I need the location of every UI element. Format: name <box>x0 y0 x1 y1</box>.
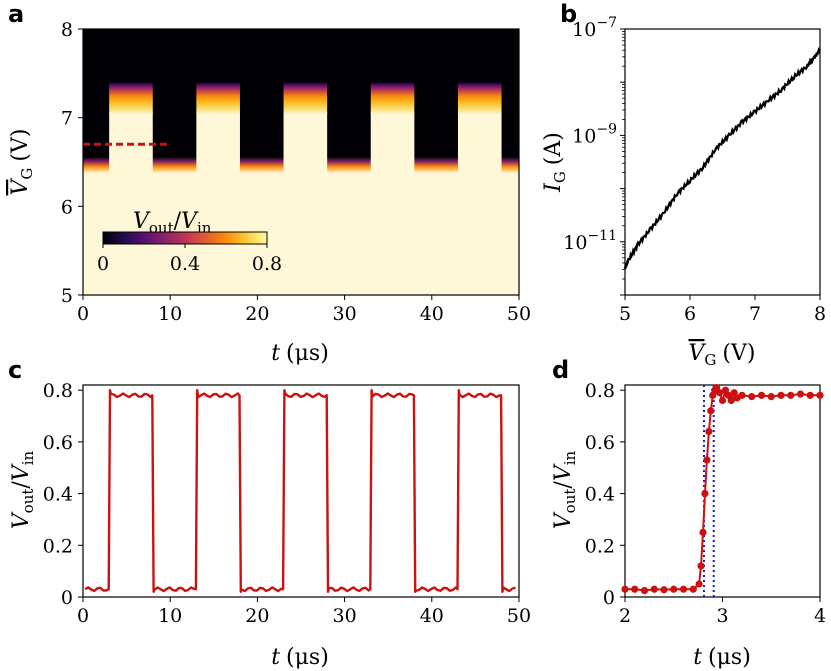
x-tick-label-c: 10 <box>158 605 182 627</box>
heatmap-pulse-3 <box>283 111 328 183</box>
y-tick-label-d: 0.4 <box>585 484 615 506</box>
y-tick-label-b: 10−9 <box>572 121 617 147</box>
x-axis-label-c: t (μs) <box>271 645 329 670</box>
heatmap-pulse-edge-2 <box>196 81 240 114</box>
x-tick-label-b: 5 <box>619 303 631 325</box>
y-tick-label-a: 6 <box>61 196 73 218</box>
x-tick-label-a: 10 <box>158 303 182 325</box>
y-tick-label-d: 0.8 <box>585 380 615 402</box>
panel-label-b: b <box>560 0 577 28</box>
x-tick-label-a: 0 <box>77 303 89 325</box>
y-axis-label-a: VG(V) <box>8 129 36 196</box>
panel-label-a: a <box>8 0 24 28</box>
heatmap-pulse-edge-3 <box>283 81 328 114</box>
gate-current-plot: 5 6 7 8 10−7 10−9 10−11 <box>563 15 826 325</box>
x-tick-label-b: 7 <box>749 303 761 325</box>
y-axis-label-d: Vout/Vin <box>551 450 579 529</box>
pulse-train-axes-frame <box>82 384 520 598</box>
heatmap-pulse-4 <box>370 111 415 183</box>
colorbar-ticks: 0 0.4 0.8 <box>97 244 282 275</box>
colorbar-tick-label: 0.8 <box>252 253 282 275</box>
gate-current-panel-b: 5 6 7 8 10−7 10−9 10−11 VG (V) IG(A) <box>541 15 826 369</box>
y-tick-label-a: 5 <box>61 285 73 307</box>
rise-edge-axes-frame <box>624 384 821 598</box>
y-tick-label-b: 10−11 <box>563 228 617 254</box>
heatmap-plot-area <box>82 28 520 296</box>
x-tick-label-c: 20 <box>245 605 269 627</box>
heatmap-ticks: 0 10 20 30 40 50 5 6 7 8 <box>61 19 531 325</box>
heatmap-pulse-edge-4 <box>370 81 415 114</box>
y-tick-label-c: 0.4 <box>43 484 73 506</box>
x-tick-label-d: 2 <box>619 605 631 627</box>
x-tick-label-c: 30 <box>333 605 357 627</box>
x-tick-label-a: 40 <box>420 303 444 325</box>
x-tick-label-d: 3 <box>716 605 728 627</box>
colorbar-gradient <box>102 231 268 245</box>
heatmap-pulse-edge-1 <box>109 81 153 114</box>
heatmap-pulse-1 <box>109 111 153 183</box>
x-tick-label-c: 0 <box>77 605 89 627</box>
y-tick-label-b: 10−7 <box>572 15 617 41</box>
x-axis-label-a: t (μs) <box>271 341 329 366</box>
x-tick-label-a: 50 <box>507 303 531 325</box>
x-tick-label-d: 4 <box>814 605 826 627</box>
x-tick-label-c: 50 <box>507 605 531 627</box>
heatmap-pulse-edge-5 <box>457 81 502 114</box>
x-tick-label-a: 20 <box>245 303 269 325</box>
x-tick-label-b: 6 <box>684 303 696 325</box>
x-axis-label-d: t (μs) <box>693 645 751 670</box>
heatmap-axes-frame <box>82 28 520 296</box>
colorbar-tick-label: 0.4 <box>170 253 200 275</box>
x-tick-label-b: 8 <box>814 303 826 325</box>
rise-edge-plot: 2 3 4 0 0.2 0.4 0.6 0.8 <box>585 380 826 627</box>
pulse-train-line <box>84 389 516 593</box>
pulse-train-plot: 0 10 20 30 40 50 0 0.2 0.4 0.6 0.8 <box>43 380 531 627</box>
y-tick-label-c: 0.6 <box>43 432 73 454</box>
panel-label-c: c <box>8 356 22 384</box>
rise-edge-panel-d: 2 3 4 0 0.2 0.4 0.6 0.8 t (μs) Vout/Vin <box>551 380 826 670</box>
y-tick-label-d: 0 <box>603 587 615 609</box>
y-tick-label-d: 0.2 <box>585 535 615 557</box>
x-tick-label-a: 30 <box>333 303 357 325</box>
gate-current-axes-frame <box>624 28 821 296</box>
y-tick-label-a: 8 <box>61 19 73 41</box>
pulse-train-panel-c: 0 10 20 30 40 50 0 0.2 0.4 0.6 0.8 t (μs) Vout/Vin <box>9 380 531 670</box>
x-tick-label-c: 40 <box>420 605 444 627</box>
heatmap-pulse-2 <box>196 111 240 183</box>
y-tick-label-c: 0.2 <box>43 535 73 557</box>
heatmap-pulse-5 <box>457 111 502 183</box>
x-axis-label-b: VG (V) <box>689 341 756 369</box>
colorbar: Vout/Vin 0 0.4 0.8 <box>97 209 282 275</box>
y-axis-label-c: Vout/Vin <box>9 450 37 529</box>
y-tick-label-a: 7 <box>61 108 73 130</box>
gate-current-line <box>623 46 821 269</box>
colorbar-tick-label: 0 <box>97 253 109 275</box>
y-tick-label-d: 0.6 <box>585 432 615 454</box>
rise-edge-line <box>625 385 820 592</box>
y-axis-label-b: IG(A) <box>541 132 569 193</box>
y-tick-label-c: 0 <box>61 587 73 609</box>
y-tick-label-c: 0.8 <box>43 380 73 402</box>
panel-label-d: d <box>552 356 569 384</box>
